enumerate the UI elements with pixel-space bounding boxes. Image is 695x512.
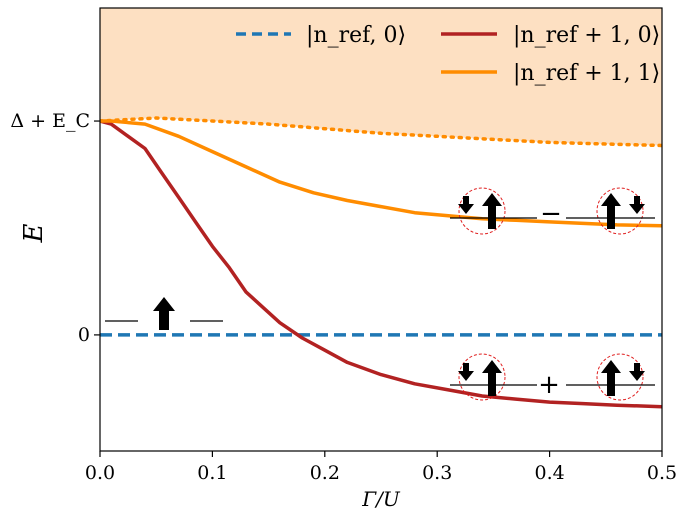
spin-down-arrow-icon bbox=[458, 196, 474, 214]
operator-plus: + bbox=[538, 370, 560, 400]
inset-spin-pair-minus: − bbox=[450, 187, 655, 235]
series-line-2 bbox=[100, 119, 662, 228]
spin-up-arrow-icon bbox=[601, 193, 621, 229]
plot-frame bbox=[99, 7, 663, 452]
legend-label-ref1-1: |n_ref + 1, 1⟩ bbox=[513, 61, 660, 86]
y-axis-label: E bbox=[19, 223, 49, 243]
inset-single-spin bbox=[105, 297, 223, 330]
dot-circle-icon bbox=[596, 353, 644, 401]
continuum-shading bbox=[100, 8, 662, 146]
y-tick-label: 0 bbox=[78, 324, 90, 346]
spin-down-arrow-icon bbox=[458, 363, 474, 381]
continuum-edge-line bbox=[100, 116, 662, 148]
spin-up-arrow-icon bbox=[482, 193, 502, 229]
dot-circle-icon bbox=[458, 187, 506, 235]
x-tick-label: 0.4 bbox=[534, 462, 564, 484]
y-tick-label: Δ + E_C bbox=[10, 110, 90, 132]
dot-circle-icon bbox=[458, 353, 506, 401]
x-tick-label: 0.5 bbox=[647, 462, 677, 484]
x-tick-label: 0.0 bbox=[85, 462, 115, 484]
spin-up-arrow-icon bbox=[601, 360, 621, 396]
x-axis-label: Γ/U bbox=[361, 487, 401, 511]
dot-circle-icon bbox=[596, 187, 644, 235]
legend-label-ref1-0: |n_ref + 1, 0⟩ bbox=[513, 23, 660, 48]
spin-up-arrow-icon bbox=[482, 360, 502, 396]
x-tick-label: 0.1 bbox=[197, 462, 227, 484]
x-tick-label: 0.2 bbox=[310, 462, 340, 484]
spin-up-arrow-icon bbox=[153, 297, 175, 330]
inset-spin-pair-plus: + bbox=[450, 353, 655, 401]
x-tick-label: 0.3 bbox=[422, 462, 452, 484]
operator-minus: − bbox=[540, 199, 562, 229]
legend-label-ref0: |n_ref, 0⟩ bbox=[306, 23, 406, 48]
legend: |n_ref, 0⟩ |n_ref + 1, 0⟩ |n_ref + 1, 1⟩ bbox=[236, 23, 660, 86]
series-line-1 bbox=[100, 119, 662, 409]
spin-down-arrow-icon bbox=[629, 363, 645, 381]
spin-down-arrow-icon bbox=[629, 196, 645, 214]
